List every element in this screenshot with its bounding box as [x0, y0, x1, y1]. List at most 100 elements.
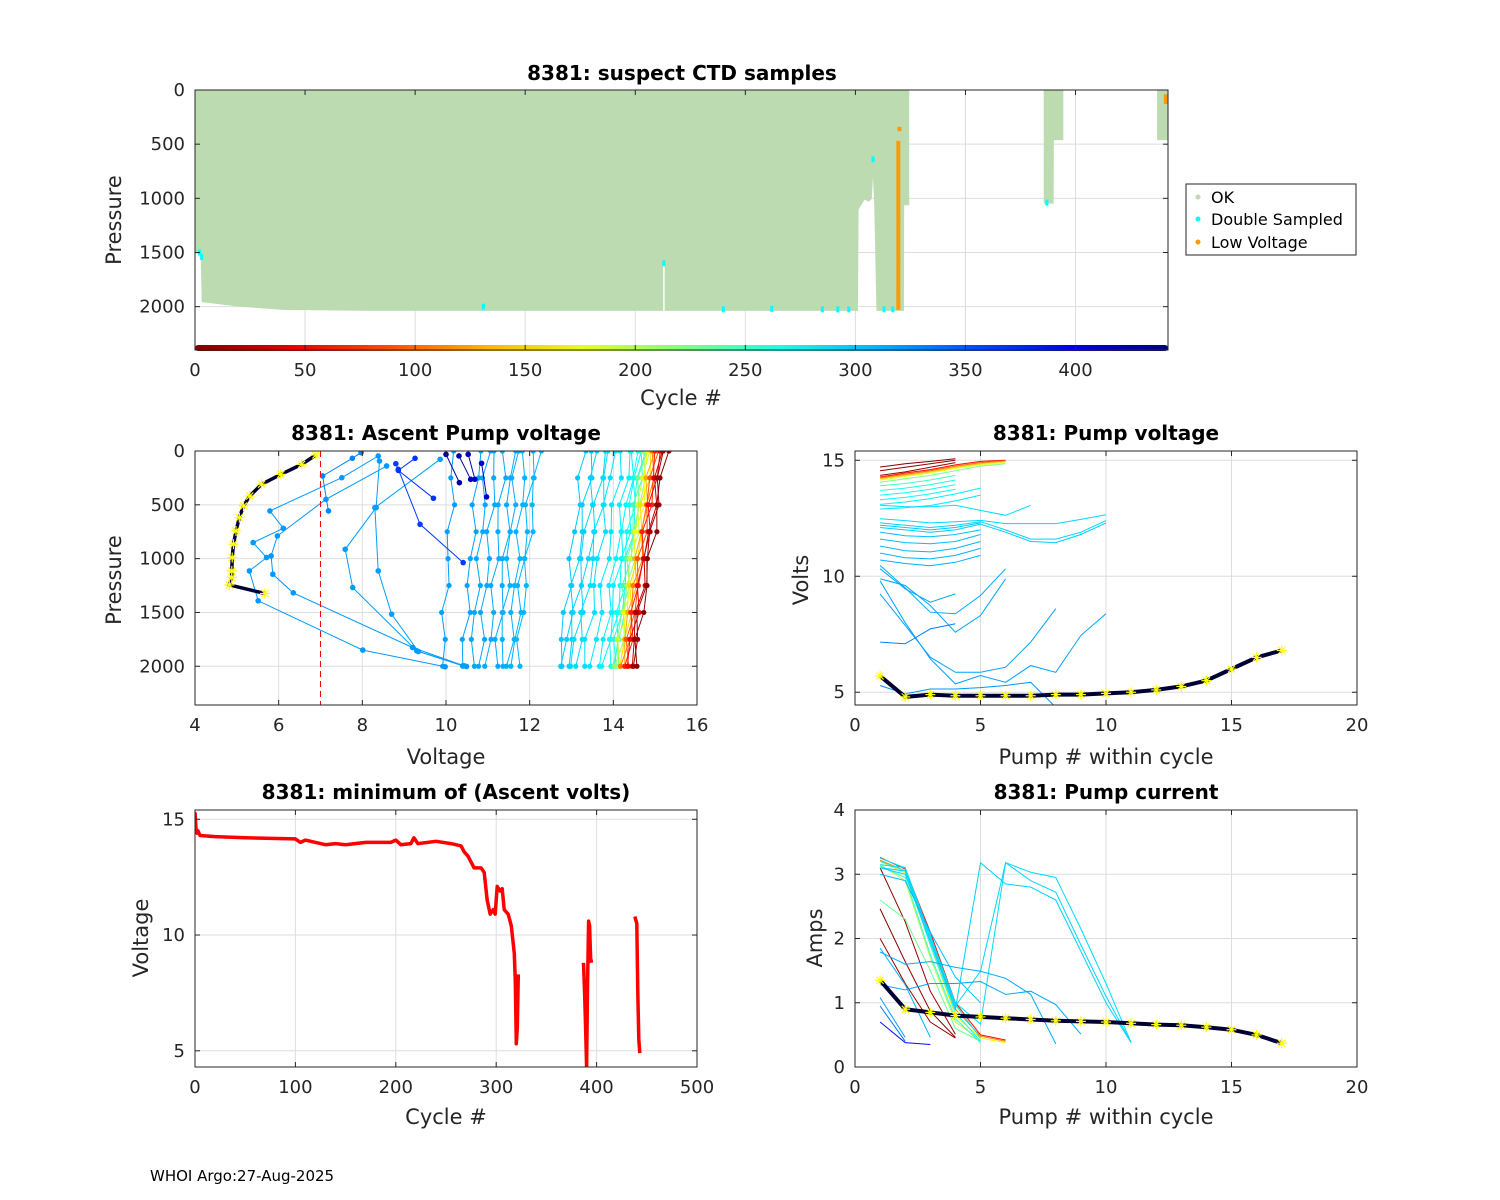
y-axis-label-ascent: Pressure: [102, 535, 126, 625]
ascent-profile-point: [388, 611, 395, 617]
ascent-profile-point: [627, 556, 633, 562]
y-tick-label: 1000: [139, 549, 185, 570]
ascent-profile-point: [468, 636, 474, 642]
axes-box: [194, 89, 1169, 351]
star-stroke: [239, 502, 248, 510]
ascent-profile-point: [626, 475, 632, 481]
pump-cycle-line: [880, 547, 981, 560]
ascent-profile-point: [507, 582, 513, 589]
ascent-profile-point: [503, 502, 510, 508]
ascent-profile-point: [644, 582, 650, 589]
x-tick-label: 8: [357, 715, 368, 736]
ascent-profile-point: [492, 636, 498, 642]
ascent-profile-point: [270, 571, 276, 578]
ascent-profile-point: [517, 556, 523, 562]
ascent-profile-point: [375, 568, 382, 574]
pump-cycle-line: [880, 462, 1006, 481]
x-tick-label: 6: [273, 715, 284, 736]
ascent-profile-point: [599, 609, 605, 616]
ascent-profile-point: [529, 502, 535, 508]
ascent-profile-line: [374, 458, 463, 667]
ascent-profile-point: [591, 609, 598, 616]
ascent-profile-point: [473, 556, 479, 562]
footer-credit: WHOI Argo:27-Aug-2025: [150, 1167, 335, 1185]
star-stroke: [926, 1008, 935, 1017]
chart-title-ascent-pump-voltage: 8381: Ascent Pump voltage: [291, 421, 601, 445]
ascent-profile-point: [499, 556, 505, 562]
ascent-profile-point: [508, 609, 514, 616]
ascent-profile-point: [482, 663, 488, 669]
yellow-star-marker: [1226, 664, 1237, 675]
pump-cycle-line: [879, 860, 1006, 1044]
ascent-profile-point: [372, 504, 378, 511]
ascent-profile-point: [263, 554, 270, 561]
ascent-profile-point: [460, 559, 466, 566]
ascent-profile-point: [290, 590, 297, 596]
ascent-profile-point: [628, 609, 634, 616]
ascent-profile-point: [558, 663, 564, 669]
x-tick-label: 200: [618, 360, 652, 381]
yellow-star-marker: [1025, 1014, 1036, 1025]
ascent-profile-point: [246, 568, 253, 574]
star-stroke: [1277, 1039, 1286, 1048]
star-stroke: [1001, 691, 1010, 700]
ascent-profile-point: [495, 502, 501, 508]
pump-cycle-line: [879, 938, 956, 1039]
ascent-profile-point: [591, 529, 597, 535]
ascent-profile-point: [578, 582, 585, 589]
ascent-profile-point: [558, 636, 564, 642]
ascent-profile-point: [617, 663, 624, 669]
ascent-profile-point: [530, 475, 536, 481]
yellow-star-marker: [1025, 690, 1036, 701]
ascent-profile-point: [623, 636, 629, 642]
legend: OK Double Sampled Low Voltage: [1185, 183, 1357, 256]
ascent-profile-point: [628, 451, 634, 454]
pump-cycle-line: [879, 578, 1007, 633]
ascent-profile-point: [613, 609, 619, 616]
ascent-profile-point: [521, 609, 527, 616]
ascent-profile-point: [442, 636, 448, 642]
y-tick-label: 4: [834, 800, 845, 821]
legend-marker-low-voltage: [1195, 239, 1201, 245]
pump-cycle-line: [879, 997, 906, 1038]
y-tick-label: 1: [834, 993, 845, 1014]
y-tick-label: 5: [174, 1041, 185, 1062]
ascent-profile-point: [613, 556, 619, 562]
x-tick-label: 5: [975, 715, 986, 736]
ascent-profile-point: [471, 609, 478, 616]
star-stroke: [1026, 1015, 1035, 1024]
chart-title-min-ascent-volts: 8381: minimum of (Ascent volts): [262, 780, 631, 804]
ascent-profile-point: [632, 529, 638, 535]
min-volts-line: [633, 916, 642, 1054]
double-sampled-marker: [871, 156, 875, 163]
yellow-star-marker: [1101, 1017, 1111, 1028]
ascent-profile-point: [417, 521, 423, 528]
yellow-star-marker: [1201, 675, 1212, 686]
pump-cycle-line: [880, 487, 981, 505]
x-tick-label: 12: [518, 715, 541, 736]
y-tick-label: 15: [822, 450, 845, 471]
ascent-profile-point: [640, 451, 647, 454]
double-sampled-marker: [662, 260, 666, 267]
star-stroke: [225, 580, 234, 589]
star-stroke: [257, 480, 266, 489]
star-stroke: [276, 470, 285, 479]
ascent-profile-point: [484, 529, 490, 535]
ascent-profile-point: [597, 582, 603, 589]
yellow-star-marker: [226, 572, 237, 583]
ascent-profile-point: [634, 556, 641, 562]
yellow-star-marker: [1000, 1013, 1011, 1024]
ascent-profile-point: [619, 582, 625, 589]
ascent-profile-point: [560, 609, 566, 616]
x-tick-label: 200: [379, 1077, 413, 1098]
pump-cycle-line: [880, 980, 1082, 1035]
yellow-star-marker: [875, 975, 886, 986]
pump-cycle-line: [879, 865, 981, 1043]
star-stroke: [1227, 1025, 1236, 1034]
ascent-profile-line: [467, 454, 476, 480]
ascent-profile-point: [568, 609, 575, 616]
ascent-profile-point: [649, 502, 655, 508]
ascent-profile-point: [495, 663, 501, 669]
x-axis-label-ascent: Voltage: [407, 745, 486, 769]
ascent-profile-point: [469, 502, 475, 508]
